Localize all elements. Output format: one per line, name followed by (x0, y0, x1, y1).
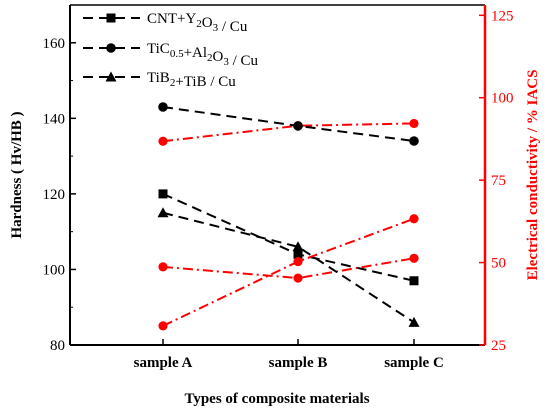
right-tick-label: 125 (491, 8, 514, 24)
conductivity-point (409, 118, 419, 129)
x-axis-title: Types of composite materials (184, 391, 369, 407)
legend-item: TiC0.5+Al2O3 / Cu (83, 41, 259, 69)
legend-text: TiC (147, 41, 170, 57)
legend-label: TiC0.5+Al2O3 / Cu (147, 41, 259, 69)
legend-text: O (213, 49, 224, 65)
conductivity-point (293, 256, 303, 267)
legend-subscript: 2 (207, 52, 213, 64)
right-tick-label: 50 (491, 256, 506, 272)
left-tick-label: 160 (43, 36, 66, 52)
legend-marker (105, 71, 117, 82)
legend-item: CNT+Y2O3 / Cu (83, 11, 248, 35)
legend-subscript: 3 (223, 56, 229, 68)
hardness-point (408, 316, 420, 327)
legend-marker (106, 13, 116, 23)
conductivity-point (158, 136, 168, 146)
conductivity-line (162, 122, 415, 143)
conductivity-point (409, 214, 419, 224)
hardness-point (157, 207, 169, 218)
left-axis-title: Hardness ( Hv/HB ) (9, 111, 25, 238)
legend-label: CNT+Y2O3 / Cu (147, 11, 248, 35)
hardness-line (162, 192, 415, 282)
left-tick-label: 100 (43, 262, 66, 278)
conductivity-line (162, 257, 415, 280)
series-group (158, 102, 419, 283)
hardness-point (293, 249, 303, 259)
x-tick-label: sample B (269, 355, 328, 371)
x-tick-label: sample C (384, 355, 444, 371)
legend-subscript: 3 (213, 22, 219, 34)
x-axis-ticks: sample A sample B sample C (134, 339, 444, 371)
plot-frame (69, 4, 487, 346)
series-group (157, 207, 420, 331)
hardness-point (158, 102, 168, 112)
hardness-point (409, 276, 419, 286)
legend-text: / Cu (229, 53, 259, 69)
legend-text: +TiB / Cu (175, 74, 236, 90)
conductivity-point (293, 273, 303, 283)
right-axis-title: Electrical conductivity / % IACS (525, 70, 541, 281)
legend-label: TiB2+TiB / Cu (147, 70, 236, 90)
legend-text: / Cu (218, 19, 248, 35)
conductivity-point (158, 321, 168, 331)
legend-subscript: 2 (196, 18, 202, 30)
left-axis-ticks: 80 100 120 140 160 (43, 36, 76, 354)
right-tick-label: 75 (491, 173, 506, 189)
left-tick-label: 140 (43, 111, 66, 127)
legend-text: O (202, 15, 213, 31)
left-tick-label: 80 (50, 338, 65, 354)
legend-text: TiB (147, 70, 170, 86)
conductivity-point (158, 262, 168, 272)
legend-marker (106, 43, 116, 53)
right-axis-ticks: 25 50 75 100 125 (479, 8, 514, 354)
hardness-point (409, 136, 419, 146)
hardness-line (162, 211, 415, 324)
left-tick-label: 120 (43, 187, 66, 203)
x-tick-label: sample A (134, 355, 193, 371)
hardness-point (293, 121, 303, 131)
series-group (158, 118, 419, 286)
legend-item: TiB2+TiB / Cu (83, 70, 236, 90)
hardness-point (158, 189, 168, 199)
legend-subscript: 0.5 (170, 48, 184, 60)
right-tick-label: 100 (491, 91, 514, 107)
right-tick-label: 25 (491, 338, 506, 354)
legend-text: CNT+Y (147, 11, 196, 27)
legend-text: +Al (184, 45, 207, 61)
series-layer (157, 102, 420, 331)
hardness-point (292, 241, 304, 252)
legend-subscript: 2 (170, 77, 176, 89)
conductivity-point (409, 253, 419, 263)
